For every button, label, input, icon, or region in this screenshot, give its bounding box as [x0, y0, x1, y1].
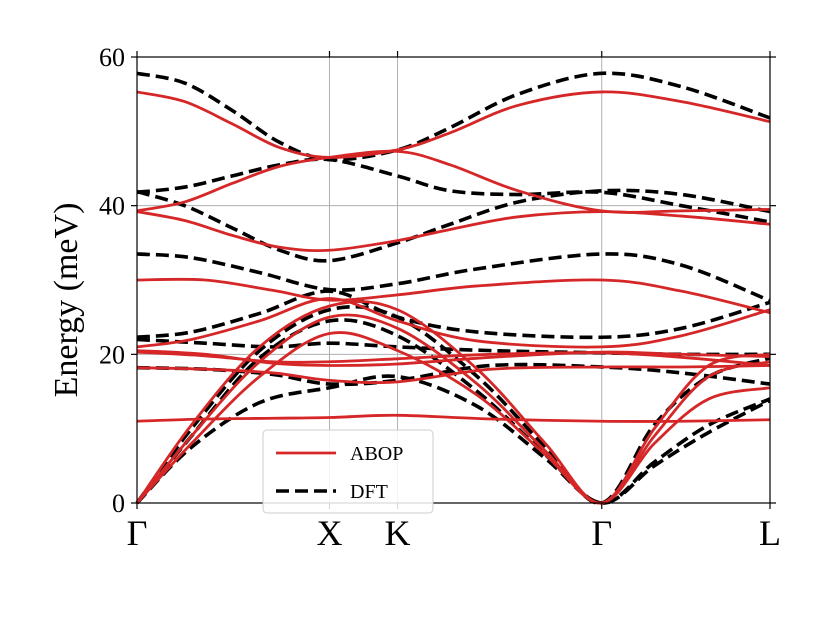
series-dft-branch-8 — [135, 318, 771, 505]
x-tick-label: Γ — [127, 513, 148, 553]
series-dft-branch-1 — [136, 157, 771, 224]
series-dft-branch-7 — [135, 374, 771, 505]
series-dft-branch-2 — [136, 188, 771, 263]
series-abop-branch-4 — [136, 297, 771, 349]
series-abop-branch-7 — [136, 413, 771, 423]
legend: ABOP DFT — [262, 429, 434, 514]
series-dft-branch-3 — [136, 252, 771, 303]
series-abop-branch-3 — [136, 277, 771, 315]
axes-frame — [136, 56, 771, 504]
legend-box — [262, 429, 434, 514]
y-tick-label: 20 — [99, 340, 125, 369]
plot-frame — [136, 56, 771, 504]
series-dft-branch-9 — [135, 304, 771, 505]
series-abop-branch-8 — [135, 331, 771, 505]
y-tick-label: 40 — [99, 192, 125, 221]
data-lines — [135, 71, 771, 505]
y-axis-label: Energy (meV) — [48, 203, 85, 398]
series-abop-branch-11 — [136, 364, 771, 385]
series-abop-branch-6 — [136, 350, 771, 367]
x-tick-label: X — [316, 513, 342, 553]
series-abop-branch-1 — [136, 149, 771, 214]
y-tick-label: 60 — [99, 43, 125, 72]
x-tick-label: Γ — [591, 513, 612, 553]
y-axis: 0 20 40 60 — [99, 43, 776, 518]
series-abop-branch-0 — [136, 90, 771, 159]
series-abop-branch-2 — [136, 210, 771, 253]
x-tick-label: K — [385, 513, 411, 553]
series-dft-branch-5 — [136, 337, 771, 357]
series-dft-branch-4 — [136, 289, 771, 340]
series-dft-branch-0 — [136, 71, 771, 162]
series-abop-branch-9 — [135, 313, 771, 505]
legend-label-abop: ABOP — [350, 443, 403, 465]
legend-label-dft: DFT — [350, 481, 388, 503]
x-tick-label: L — [759, 513, 781, 553]
y-tick-label: 0 — [112, 489, 125, 518]
